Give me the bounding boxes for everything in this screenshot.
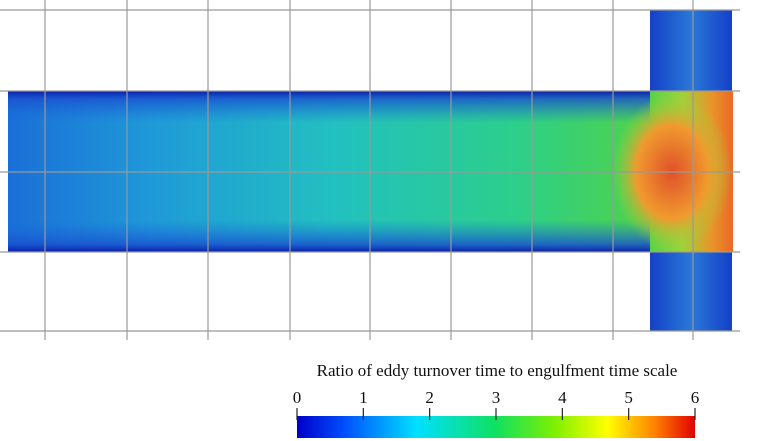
tick-label: 5 — [624, 388, 633, 407]
colorbar-ticks: 0 1 2 3 4 5 6 — [293, 388, 700, 420]
tick-label: 0 — [293, 388, 302, 407]
grid — [0, 0, 740, 340]
tick-label: 1 — [359, 388, 368, 407]
tick-label: 6 — [691, 388, 700, 407]
tick-label: 4 — [558, 388, 567, 407]
tick-label: 2 — [425, 388, 434, 407]
colorbar — [297, 416, 695, 438]
colorbar-title: Ratio of eddy turnover time to engulfmen… — [317, 361, 678, 380]
tick-label: 3 — [492, 388, 501, 407]
